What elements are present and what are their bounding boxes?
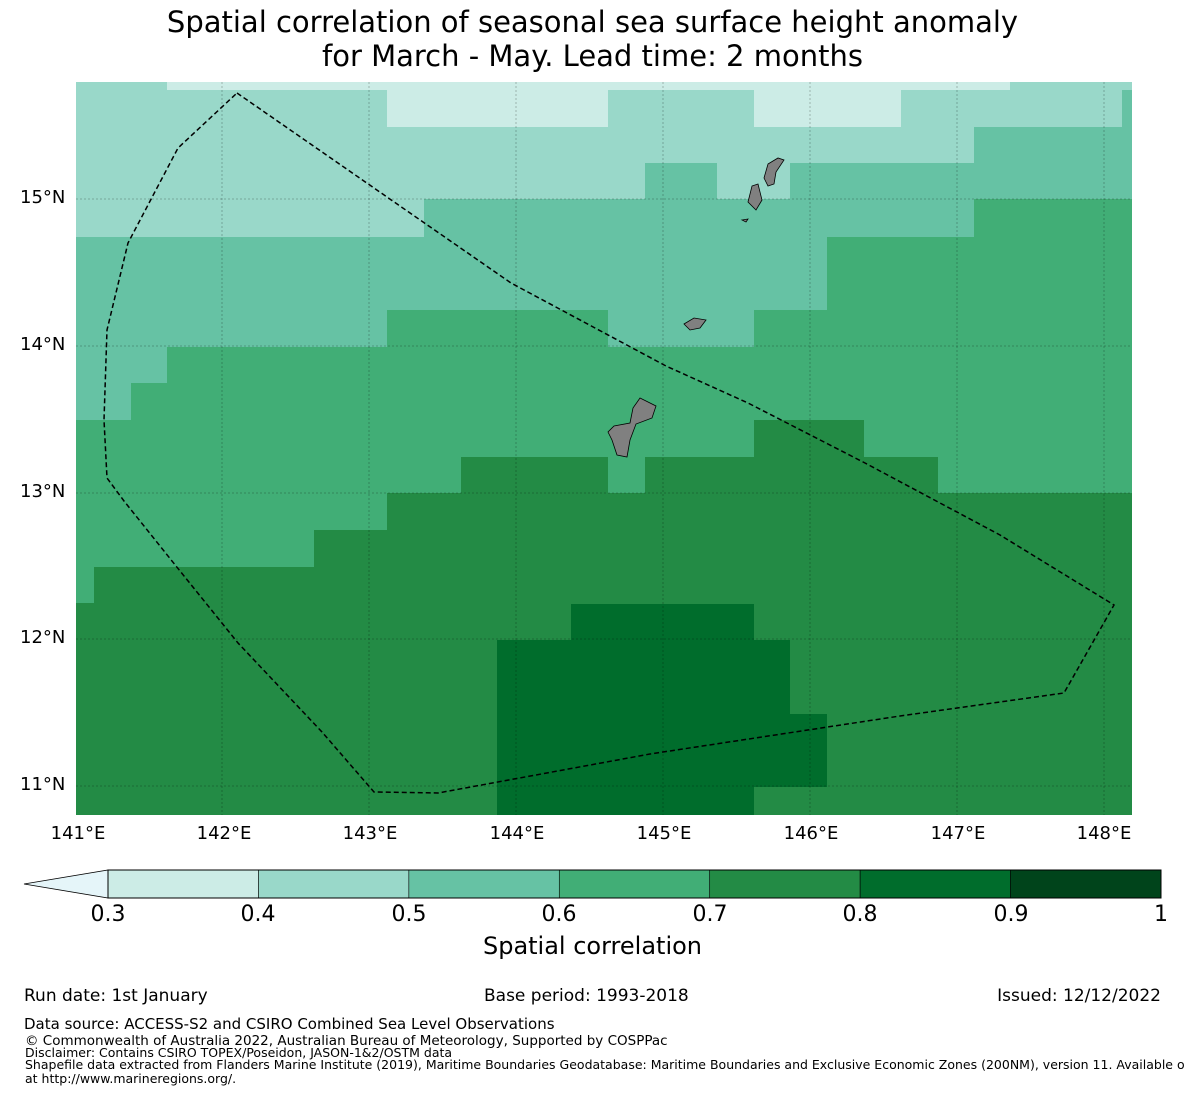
lon-label-145e: 145°E <box>636 823 692 844</box>
lat-label-12n: 12°N <box>20 627 66 648</box>
copyright-notice: © Commonwealth of Australia 2022, Austra… <box>25 1033 668 1049</box>
disclaimer: Disclaimer: Contains CSIRO TOPEX/Poseido… <box>25 1045 453 1060</box>
colorbar-segment-6 <box>859 869 1011 899</box>
island-saipan <box>763 157 785 187</box>
field-band-0.3-0.4-b <box>387 90 901 127</box>
colorbar-tick-2: 0.5 <box>391 902 427 927</box>
chart-title-line-1: Spatial correlation of seasonal sea surf… <box>166 5 1019 39</box>
island-aguijan <box>740 218 749 223</box>
island-tinian <box>747 183 763 211</box>
shapefile-credit-line-1: Shapefile data extracted from Flanders M… <box>25 1057 1185 1072</box>
shapefile-credit-line-2: at http://www.marineregions.org/. <box>25 1071 237 1086</box>
issued-date: Issued: 12/12/2022 <box>997 986 1161 1006</box>
lon-label-147e: 147°E <box>930 823 986 844</box>
lon-label-146e: 146°E <box>783 823 839 844</box>
colorbar <box>23 869 1162 899</box>
colorbar-tick-3: 0.6 <box>541 902 577 927</box>
data-source: Data source: ACCESS-S2 and CSIRO Combine… <box>24 1015 555 1033</box>
colorbar-tick-6: 0.9 <box>993 902 1029 927</box>
colorbar-segment-3 <box>408 869 560 899</box>
field-band-0.6-0.7 <box>76 199 1132 603</box>
lat-label-11n: 11°N <box>20 774 66 795</box>
graticule <box>76 82 1132 815</box>
colorbar-outline <box>107 869 1162 899</box>
field-band-0.8-0.9 <box>497 604 827 815</box>
base-period: Base period: 1993-2018 <box>484 986 689 1006</box>
lat-label-14n: 14°N <box>20 334 66 355</box>
colorbar-tick-0: 0.3 <box>90 902 126 927</box>
colorbar-label: Spatial correlation <box>482 932 703 960</box>
lat-label-13n: 13°N <box>20 481 66 502</box>
colorbar-tick-4: 0.7 <box>692 902 728 927</box>
correlation-field <box>76 82 1132 815</box>
lon-label-142e: 142°E <box>196 823 252 844</box>
colorbar-tick-7: 1 <box>1154 902 1168 927</box>
lon-label-143e: 143°E <box>342 823 398 844</box>
island-rota <box>683 317 707 331</box>
lon-label-148e: 148°E <box>1076 823 1132 844</box>
field-band-0.4-0.5 <box>76 82 1132 237</box>
colorbar-segment-1 <box>107 869 259 899</box>
colorbar-tick-5: 0.8 <box>842 902 878 927</box>
lon-label-141e: 141°E <box>50 823 106 844</box>
island-guam <box>607 397 657 458</box>
land-islands <box>607 157 785 458</box>
colorbar-extend-arrow <box>23 869 109 899</box>
eez-boundary <box>103 92 1116 794</box>
lat-label-15n: 15°N <box>20 187 66 208</box>
field-band-0.5-0.6 <box>76 90 1132 420</box>
colorbar-segment-5 <box>709 869 861 899</box>
colorbar-segment-4 <box>558 869 711 899</box>
colorbar-segment-2 <box>258 869 410 899</box>
run-date: Run date: 1st January <box>24 986 208 1006</box>
colorbar-tick-1: 0.4 <box>240 902 276 927</box>
lon-label-144e: 144°E <box>489 823 545 844</box>
colorbar-segment-7 <box>1010 869 1162 899</box>
chart-title-line-2: for March - May. Lead time: 2 months <box>322 39 863 73</box>
